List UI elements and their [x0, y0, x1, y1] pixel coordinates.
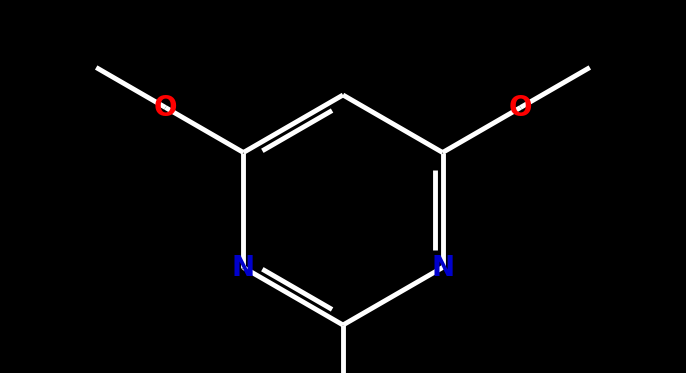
Text: N: N — [431, 254, 454, 282]
Text: O: O — [154, 94, 177, 122]
Text: N: N — [232, 254, 255, 282]
Text: O: O — [509, 94, 532, 122]
